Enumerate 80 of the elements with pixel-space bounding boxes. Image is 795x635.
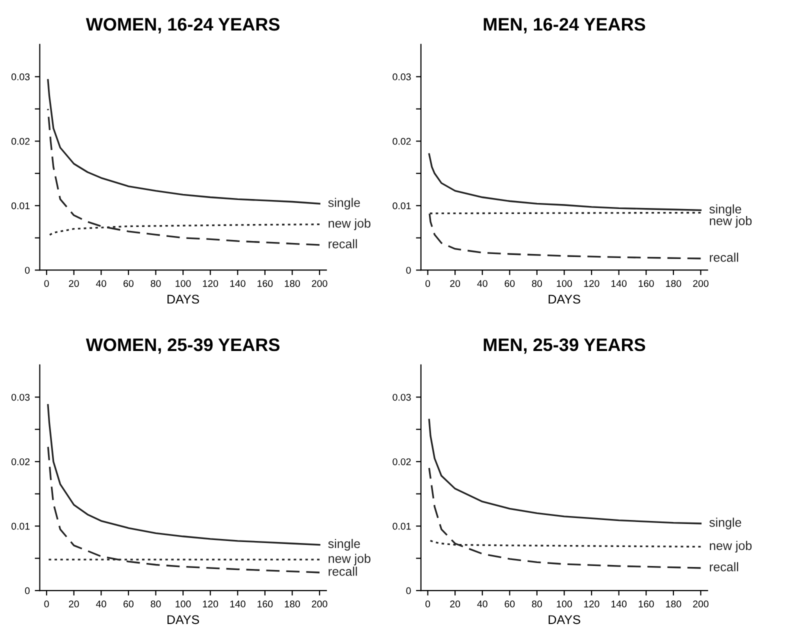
x-tick-label: 180 xyxy=(666,280,682,287)
series-label: recall xyxy=(710,252,738,262)
x-tick-label: 140 xyxy=(230,280,246,287)
x-tick-label: 200 xyxy=(693,600,708,608)
x-tick-label: 120 xyxy=(202,600,218,608)
x-tick-label: 200 xyxy=(693,280,708,287)
x-axis-title: DAYS xyxy=(168,615,200,624)
y-tick-label: 0.03 xyxy=(392,73,411,80)
x-tick-label: 160 xyxy=(258,600,273,608)
series-label: single xyxy=(709,518,742,530)
y-tick-label: 0 xyxy=(25,587,30,594)
x-tick-label: 200 xyxy=(312,600,328,608)
y-tick-label: 0 xyxy=(406,587,411,594)
x-tick-label: 180 xyxy=(284,600,300,608)
x-tick-label: 0 xyxy=(425,280,430,287)
x-tick-label: 20 xyxy=(450,280,460,287)
x-tick-label: 120 xyxy=(202,280,218,287)
x-tick-label: 40 xyxy=(477,600,488,608)
x-tick-label: 60 xyxy=(124,280,134,287)
x-tick-label: 180 xyxy=(284,280,300,287)
x-tick-label: 160 xyxy=(638,280,654,287)
series-label: new job xyxy=(328,218,370,230)
x-tick-label: 140 xyxy=(230,600,246,608)
series-label: single xyxy=(328,198,360,210)
series-label: new job xyxy=(710,540,752,553)
x-tick-label: 0 xyxy=(44,600,49,608)
x-tick-label: 80 xyxy=(150,600,161,608)
series-label: recall xyxy=(328,566,357,576)
x-tick-label: 40 xyxy=(96,600,106,608)
y-tick-label: 0.02 xyxy=(11,458,30,466)
x-tick-label: 160 xyxy=(258,280,273,287)
x-tick-label: 40 xyxy=(96,280,106,287)
series-label: recall xyxy=(328,239,357,248)
x-tick-label: 60 xyxy=(124,600,134,608)
y-tick-label: 0.02 xyxy=(392,138,411,145)
x-tick-label: 20 xyxy=(68,600,79,608)
x-tick-label: 160 xyxy=(638,600,654,608)
x-tick-label: 200 xyxy=(312,280,328,287)
x-tick-label: 80 xyxy=(532,600,542,608)
x-tick-label: 180 xyxy=(666,600,682,608)
y-tick-label: 0.01 xyxy=(11,522,30,530)
y-tick-label: 0.01 xyxy=(392,202,411,210)
y-tick-label: 0.03 xyxy=(11,394,30,401)
x-tick-label: 100 xyxy=(176,600,191,608)
series-label: recall xyxy=(710,562,738,572)
chart-title: WOMEN, 25-39 YEARS xyxy=(86,338,280,354)
y-tick-label: 0.03 xyxy=(11,73,30,80)
x-tick-label: 0 xyxy=(425,600,430,608)
y-tick-label: 0.01 xyxy=(11,202,30,210)
series-label: new job xyxy=(710,216,752,228)
y-tick-label: 0.03 xyxy=(392,394,411,401)
x-axis-title: DAYS xyxy=(548,615,580,624)
x-tick-label: 20 xyxy=(450,600,460,608)
series-label: new job xyxy=(328,554,370,566)
y-tick-label: 0.01 xyxy=(392,522,411,530)
chart-title: WOMEN, 16-24 YEARS xyxy=(86,18,280,34)
y-tick-label: 0.02 xyxy=(11,138,30,145)
x-tick-label: 100 xyxy=(556,280,572,287)
chart-title: MEN, 25-39 YEARS xyxy=(484,338,646,354)
x-tick-label: 120 xyxy=(584,280,600,287)
y-tick-label: 0 xyxy=(406,266,411,274)
y-tick-label: 0.02 xyxy=(392,458,411,466)
x-tick-label: 100 xyxy=(556,600,572,608)
x-axis-title: DAYS xyxy=(168,294,200,304)
y-tick-label: 0 xyxy=(25,266,30,274)
x-tick-label: 80 xyxy=(150,280,161,287)
chart-title: MEN, 16-24 YEARS xyxy=(484,18,646,34)
series-label: single xyxy=(328,538,360,551)
x-tick-label: 140 xyxy=(611,600,627,608)
x-axis-title: DAYS xyxy=(548,294,580,304)
series-label: single xyxy=(709,204,742,216)
x-tick-label: 40 xyxy=(477,280,488,287)
x-tick-label: 140 xyxy=(611,280,627,287)
x-tick-label: 60 xyxy=(504,280,515,287)
x-tick-label: 80 xyxy=(532,280,542,287)
x-tick-label: 120 xyxy=(584,600,600,608)
x-tick-label: 100 xyxy=(176,280,191,287)
x-tick-label: 20 xyxy=(68,280,79,287)
x-tick-label: 60 xyxy=(504,600,515,608)
x-tick-label: 0 xyxy=(44,280,49,287)
